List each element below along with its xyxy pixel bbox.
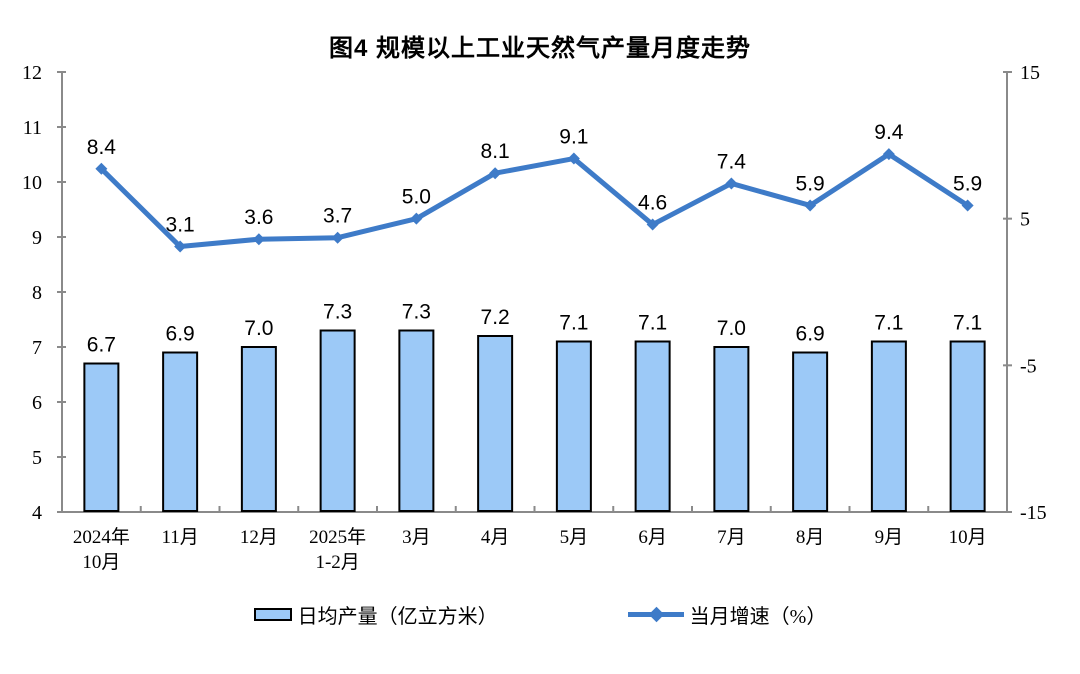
bar-series-swatch-icon <box>253 608 292 621</box>
left-axis-tick-label: 5 <box>32 447 42 469</box>
left-axis-tick-label: 7 <box>32 337 42 359</box>
line-marker <box>174 240 187 253</box>
category-label: 4月 <box>481 527 510 548</box>
bar-value-label: 6.9 <box>166 323 195 346</box>
bar-value-label: 7.0 <box>244 317 273 340</box>
diamond-marker-icon <box>648 606 664 623</box>
bar-value-label: 7.1 <box>638 312 667 335</box>
bar <box>555 340 592 512</box>
left-axis-tick-label: 6 <box>32 392 42 414</box>
point-value-label: 5.9 <box>796 172 825 195</box>
category-label: 7月 <box>717 527 746 548</box>
line-marker <box>725 177 738 190</box>
category-label: 9月 <box>875 527 904 548</box>
bar-value-label: 7.2 <box>481 306 510 329</box>
left-axis-tick-label: 11 <box>23 117 42 139</box>
category-label: 10月 <box>949 527 987 548</box>
line-marker <box>489 167 502 180</box>
category-label: 2024年 10月 <box>73 526 130 573</box>
bar <box>83 362 120 512</box>
line-marker <box>961 199 974 212</box>
bar-value-label: 7.3 <box>323 301 352 324</box>
line-series-swatch-icon <box>627 606 684 623</box>
point-value-label: 4.6 <box>638 192 667 215</box>
bar <box>240 346 277 512</box>
bar <box>398 329 435 512</box>
bar-value-label: 6.7 <box>87 334 116 357</box>
legend-label-line-series: 当月增速（%） <box>689 606 827 628</box>
legend-item-bar-series: 日均产量（亿立方米） <box>253 600 498 629</box>
bar <box>792 351 829 512</box>
bar <box>477 335 514 512</box>
point-value-label: 5.9 <box>953 172 982 195</box>
right-axis-tick-label: -5 <box>1020 355 1037 377</box>
bar-value-label: 7.1 <box>874 312 903 335</box>
category-label: 6月 <box>638 527 667 548</box>
right-axis-tick-label: -15 <box>1020 502 1047 524</box>
point-value-label: 8.1 <box>481 140 510 163</box>
point-value-label: 9.4 <box>874 121 904 144</box>
point-value-label: 5.0 <box>402 186 431 209</box>
point-value-label: 3.7 <box>323 205 352 228</box>
bar <box>319 329 356 512</box>
right-axis-tick-label: 5 <box>1020 209 1030 231</box>
left-axis-tick-label: 9 <box>32 227 42 249</box>
line-marker <box>567 152 580 165</box>
point-value-label: 8.4 <box>87 136 117 159</box>
point-value-label: 3.1 <box>166 214 195 237</box>
bar-value-label: 7.1 <box>559 312 588 335</box>
legend-label-bar-series: 日均产量（亿立方米） <box>297 606 498 628</box>
line-marker <box>646 218 659 231</box>
category-label: 11月 <box>161 527 198 548</box>
category-label: 12月 <box>240 527 278 548</box>
line-marker <box>882 148 895 161</box>
category-label: 3月 <box>402 527 431 548</box>
point-value-label: 3.6 <box>244 206 273 229</box>
chart-title: 图4 规模以上工业天然气产量月度走势 <box>328 35 751 62</box>
line-marker <box>95 162 108 175</box>
left-axis-tick-label: 8 <box>32 282 42 304</box>
legend-item-line-series: 当月增速（%） <box>627 600 827 629</box>
chart-legend: 日均产量（亿立方米） 当月增速（%） <box>0 600 1080 629</box>
line-marker <box>410 212 423 225</box>
line-marker <box>804 199 817 212</box>
point-value-label: 7.4 <box>717 150 747 173</box>
bar <box>162 351 199 512</box>
bar-value-label: 7.1 <box>953 312 982 335</box>
left-axis-tick-label: 4 <box>32 502 42 524</box>
category-label: 5月 <box>560 527 589 548</box>
left-axis-tick-label: 12 <box>22 62 42 84</box>
point-value-label: 9.1 <box>559 126 588 149</box>
category-label: 2025年 1-2月 <box>309 526 366 573</box>
line-marker <box>331 231 344 244</box>
bar-value-label: 7.3 <box>402 301 431 324</box>
left-axis-tick-label: 10 <box>22 172 42 194</box>
right-axis-tick-label: 15 <box>1020 62 1040 84</box>
category-label: 8月 <box>796 527 825 548</box>
growth-line <box>98 151 971 250</box>
bar <box>870 340 907 512</box>
bar-value-label: 6.9 <box>796 323 825 346</box>
bar-value-label: 7.0 <box>717 317 746 340</box>
bar <box>713 346 750 512</box>
bar <box>949 340 986 512</box>
bar <box>634 340 671 512</box>
line-marker <box>252 233 265 246</box>
